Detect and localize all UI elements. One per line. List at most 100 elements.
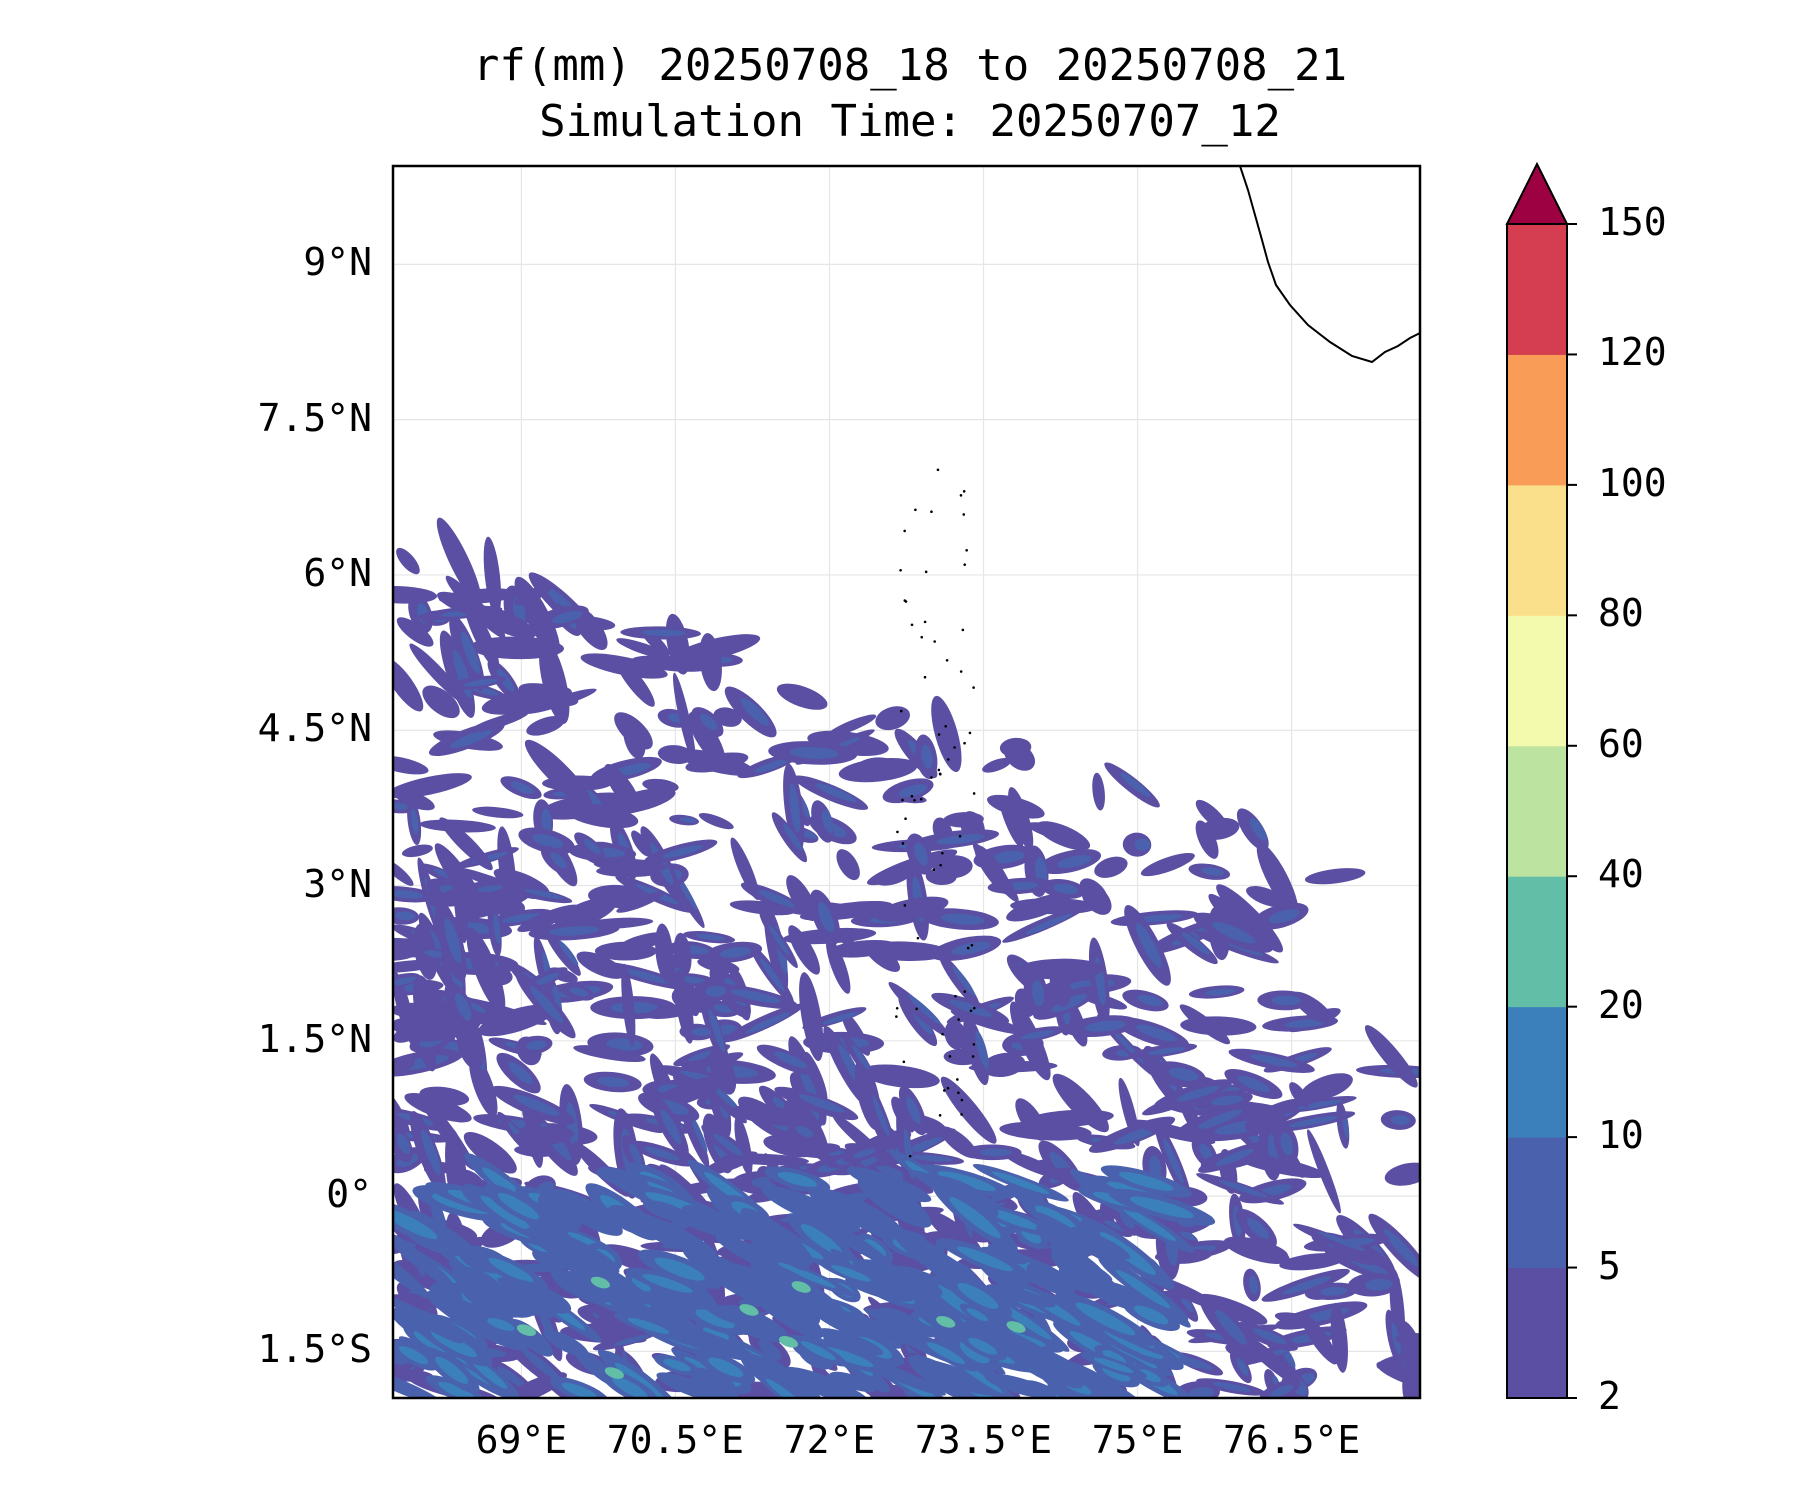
rain-cell: [972, 842, 1019, 903]
rain-cell: [854, 757, 898, 781]
rain-cell: [791, 1281, 811, 1293]
rain-cell: [597, 1076, 630, 1088]
rain-cell: [1395, 1333, 1420, 1346]
rain-cell: [984, 1373, 1056, 1398]
rain-cell: [860, 1064, 940, 1089]
rain-cell: [644, 1146, 680, 1161]
rain-cell: [1403, 1351, 1420, 1372]
rain-cell: [975, 1030, 989, 1070]
rain-cell: [906, 1096, 921, 1124]
rain-cell: [1300, 1073, 1353, 1102]
rain-cell: [1120, 1211, 1135, 1229]
island-dot: [939, 863, 942, 867]
rain-cell: [455, 884, 535, 920]
rain-cell: [472, 806, 524, 819]
rain-cell: [681, 1205, 721, 1223]
rain-cell: [393, 585, 438, 604]
rain-cell: [436, 517, 482, 605]
rain-cell: [419, 819, 496, 833]
rain-cell: [1051, 993, 1088, 1012]
rain-cell: [631, 830, 651, 857]
rain-cell: [550, 852, 567, 869]
rain-cell: [393, 890, 424, 899]
colorbar-segment: [1507, 1137, 1567, 1269]
rain-cell: [936, 834, 985, 845]
rain-cell: [852, 1044, 870, 1071]
colorbar-segment: [1507, 1267, 1567, 1399]
colorbar-segment: [1507, 1006, 1567, 1138]
rain-cell: [525, 1226, 620, 1275]
rain-cell: [951, 941, 991, 955]
rain-cell: [1300, 1313, 1338, 1365]
rain-cell: [1021, 1030, 1055, 1040]
colorbar-extend-arrow: [1505, 161, 1569, 225]
rain-cell: [987, 1327, 1084, 1389]
rain-cell: [761, 1185, 861, 1233]
rain-cell: [705, 985, 727, 997]
rain-cell: [1179, 1004, 1231, 1045]
rain-cell: [698, 813, 734, 830]
rain-cell: [583, 838, 601, 855]
rain-cell: [1035, 1224, 1089, 1259]
rain-cell: [396, 547, 420, 575]
rain-cell: [398, 1346, 429, 1365]
rain-cell: [517, 904, 580, 932]
rain-cell: [797, 1143, 841, 1156]
rain-cell: [800, 1223, 843, 1256]
rain-cell: [774, 1051, 808, 1069]
island-dot: [902, 1060, 906, 1064]
rain-cell: [471, 1359, 508, 1389]
rain-cell: [513, 1126, 575, 1146]
rain-cell: [1282, 1276, 1332, 1295]
rain-cell: [463, 1131, 517, 1174]
island-dot: [938, 772, 942, 776]
rain-cell: [422, 685, 460, 719]
rain-cell: [1116, 1269, 1171, 1309]
rain-cell: [729, 900, 796, 916]
rain-cell: [880, 1265, 947, 1307]
rain-cell: [1136, 923, 1162, 968]
rain-cell: [532, 834, 564, 848]
rain-cell: [513, 585, 552, 606]
y-tick-label: 3°N: [303, 861, 372, 906]
rain-cell: [1052, 1073, 1109, 1133]
rain-cell: [497, 1192, 540, 1220]
island-dot: [895, 1006, 899, 1010]
rain-cell: [1215, 1309, 1247, 1345]
y-tick-label: 7.5°N: [257, 395, 372, 440]
rain-cell: [1218, 1180, 1268, 1198]
island-dot: [970, 943, 974, 947]
rain-cell: [629, 1143, 642, 1165]
island-dot: [959, 670, 963, 673]
rain-cell: [393, 802, 410, 810]
island-dot: [962, 513, 966, 516]
rain-cell: [1134, 914, 1183, 923]
rain-cell: [766, 1378, 811, 1398]
rain-cell: [943, 812, 984, 828]
island-dot: [969, 1009, 973, 1013]
island-dot: [963, 563, 967, 566]
rain-cell: [708, 1009, 725, 1053]
island-dot: [960, 1113, 963, 1116]
rain-cell: [898, 784, 927, 798]
rain-cell: [695, 1309, 735, 1329]
rain-cell: [783, 823, 803, 852]
island-dot: [937, 733, 941, 736]
rain-cell: [537, 1193, 582, 1232]
rain-cell: [817, 902, 834, 933]
rain-cell: [631, 1277, 651, 1292]
island-dot: [916, 936, 920, 940]
island-dot: [958, 834, 962, 838]
rain-cell: [469, 711, 529, 733]
island-dot: [933, 640, 936, 643]
rain-cell: [542, 775, 613, 791]
rain-cell: [888, 982, 949, 1037]
rain-cell: [654, 1257, 705, 1281]
colorbar-tick-label: 20: [1598, 982, 1644, 1027]
island-dot: [972, 792, 976, 795]
rain-cell: [952, 966, 976, 997]
rain-cell: [444, 918, 462, 964]
island-dot: [915, 1007, 918, 1011]
colorbar-tick-label: 10: [1598, 1113, 1644, 1158]
